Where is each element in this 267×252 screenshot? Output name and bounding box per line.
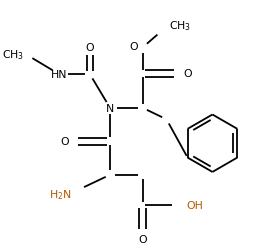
Text: O: O <box>129 41 138 51</box>
Text: H$_2$N: H$_2$N <box>49 187 72 201</box>
Text: HN: HN <box>51 70 68 80</box>
Text: OH: OH <box>187 201 203 211</box>
Text: O: O <box>60 137 69 147</box>
Text: O: O <box>86 42 94 52</box>
Text: N: N <box>106 103 114 113</box>
Text: O: O <box>184 69 192 79</box>
Text: O: O <box>138 234 147 244</box>
Text: CH$_3$: CH$_3$ <box>169 19 191 33</box>
Text: CH$_3$: CH$_3$ <box>2 48 24 62</box>
